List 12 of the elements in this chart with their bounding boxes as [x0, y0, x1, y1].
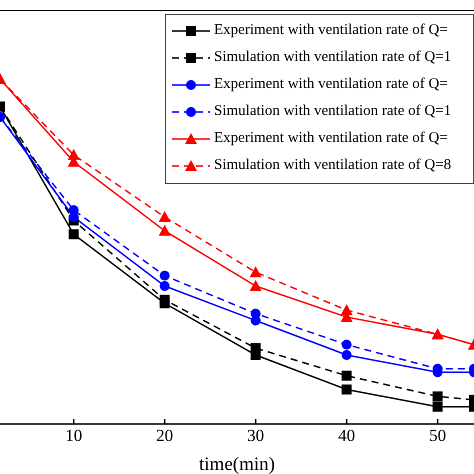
- x-tick-label: 30: [247, 426, 264, 446]
- legend-label: Experiment with ventilation rate of Q=: [214, 76, 448, 93]
- x-tick-label: 10: [65, 426, 82, 446]
- x-axis-title: time(min): [199, 454, 275, 474]
- legend-label: Simulation with ventilation rate of Q=1: [214, 103, 452, 120]
- legend-label: Experiment with ventilation rate of Q=: [214, 22, 448, 39]
- x-tick-label: 40: [338, 426, 356, 446]
- legend-label: Simulation with ventilation rate of Q=1: [214, 49, 452, 66]
- x-tick-label: 20: [156, 426, 174, 446]
- legend-label: Simulation with ventilation rate of Q=8: [214, 157, 452, 174]
- x-tick-label: 50: [429, 426, 446, 446]
- legend-label: Experiment with ventilation rate of Q=: [214, 130, 448, 147]
